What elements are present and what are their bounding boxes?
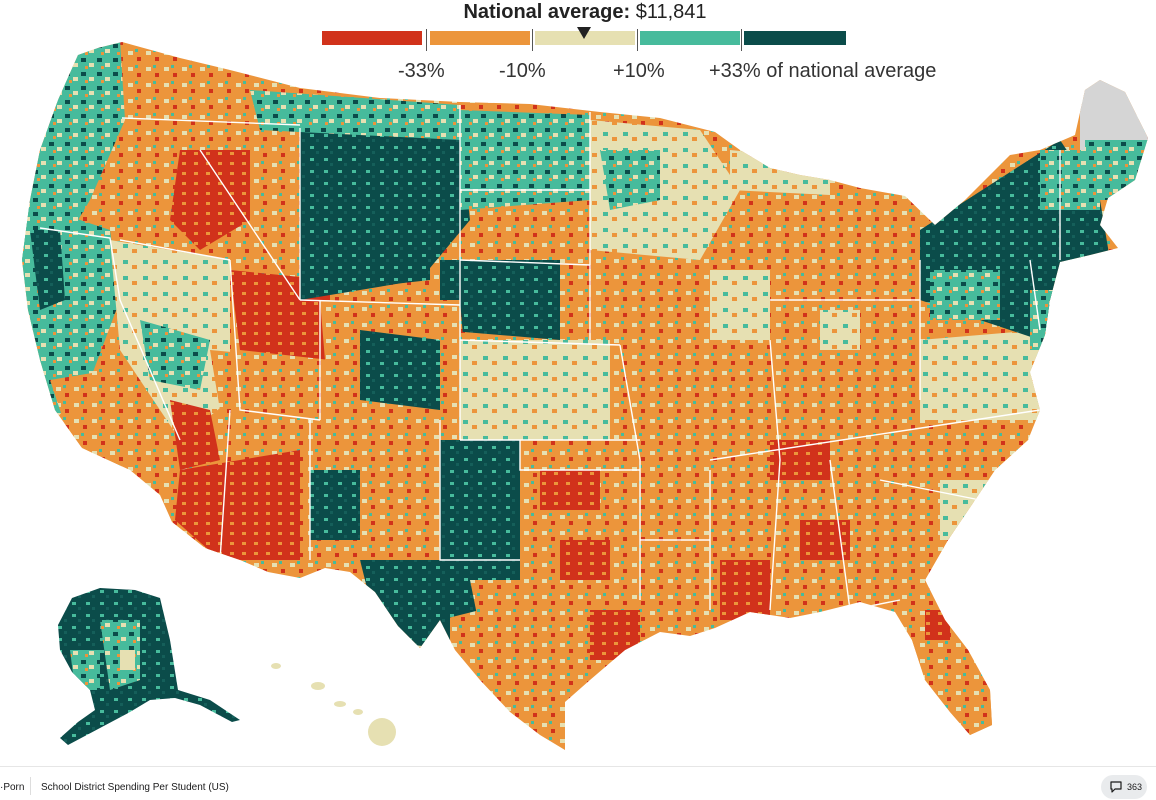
post-title[interactable]: School District Spending Per Student (US… bbox=[41, 782, 229, 793]
footer-divider bbox=[30, 777, 31, 795]
post-footer: ·Porn School District Spending Per Stude… bbox=[0, 766, 1156, 800]
legend-tick-minus-10 bbox=[532, 29, 533, 51]
legend-label-plus-10: +10% bbox=[613, 60, 665, 82]
legend-tick-plus-33 bbox=[741, 29, 742, 51]
comments-button[interactable]: 363 bbox=[1101, 775, 1147, 799]
national-average-pointer bbox=[577, 27, 591, 39]
legend-tick-plus-10 bbox=[637, 29, 638, 51]
legend-bin-minus-33-to-minus-10 bbox=[430, 31, 530, 45]
legend-title-label: National average: bbox=[463, 1, 631, 23]
legend-label-minus-10: -10% bbox=[499, 60, 546, 82]
legend-bin-above-33 bbox=[744, 31, 846, 45]
subreddit-name[interactable]: ·Porn bbox=[0, 782, 25, 793]
comment-icon bbox=[1110, 781, 1122, 793]
legend-title-value: $11,841 bbox=[635, 1, 707, 23]
alaska bbox=[58, 588, 240, 745]
legend-title: National average: $11,841 bbox=[0, 1, 1156, 24]
legend-tick-minus-33 bbox=[426, 29, 427, 51]
us-choropleth-map bbox=[22, 42, 1148, 750]
legend-bin-plus-10-to-plus-33 bbox=[640, 31, 740, 45]
contiguous-us bbox=[22, 42, 1148, 750]
legend-bin-below-33 bbox=[322, 31, 422, 45]
legend-label-plus-33: +33% of national average bbox=[709, 60, 937, 82]
legend-label-minus-33: -33% bbox=[398, 60, 445, 82]
hawaii bbox=[271, 663, 396, 746]
comment-count: 363 bbox=[1127, 782, 1143, 792]
